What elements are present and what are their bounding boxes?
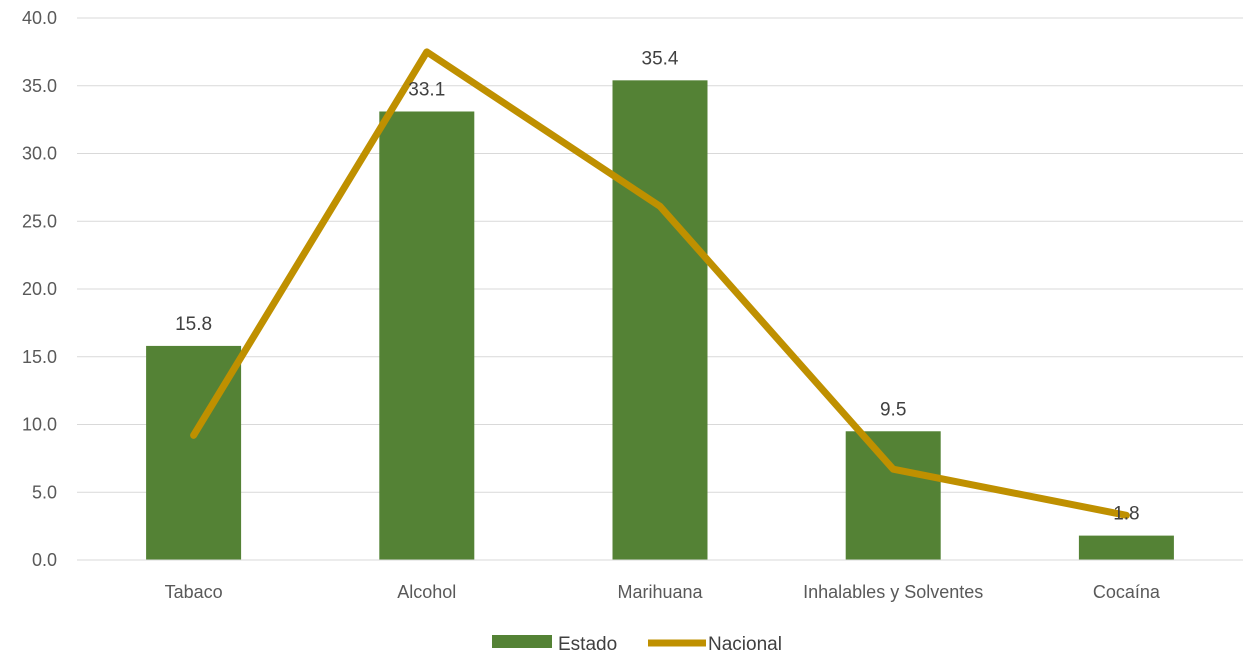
x-tick-label: Marihuana bbox=[617, 582, 703, 602]
y-tick-label: 35.0 bbox=[22, 76, 57, 96]
bar-series-estado bbox=[146, 80, 1174, 561]
data-label-estado: 35.4 bbox=[642, 48, 679, 69]
x-tick-label: Inhalables y Solventes bbox=[803, 582, 983, 602]
bar-estado bbox=[1078, 535, 1174, 560]
x-tick-label: Tabaco bbox=[165, 582, 223, 602]
y-tick-label: 5.0 bbox=[32, 482, 57, 502]
y-tick-label: 40.0 bbox=[22, 8, 57, 28]
x-tick-label: Cocaína bbox=[1093, 582, 1161, 602]
line-nacional bbox=[190, 48, 1130, 519]
data-labels: 15.8 33.1 35.4 9.5 1.8 bbox=[175, 48, 1140, 524]
legend-label-nacional: Nacional bbox=[708, 634, 782, 655]
data-label-estado: 9.5 bbox=[880, 399, 906, 420]
data-label-estado: 1.8 bbox=[1113, 504, 1139, 525]
line-series-nacional bbox=[190, 48, 1130, 519]
legend-swatch-estado bbox=[492, 635, 552, 648]
data-label-estado: 15.8 bbox=[175, 314, 212, 335]
bar-estado bbox=[845, 431, 941, 560]
y-tick-label: 25.0 bbox=[22, 211, 57, 231]
bar-estado bbox=[612, 80, 708, 560]
x-tick-label: Alcohol bbox=[397, 582, 456, 602]
y-axis: 0.0 5.0 10.0 15.0 20.0 25.0 30.0 35.0 40.0 bbox=[22, 8, 57, 570]
y-tick-label: 20.0 bbox=[22, 279, 57, 299]
y-tick-label: 30.0 bbox=[22, 144, 57, 164]
legend-label-estado: Estado bbox=[558, 634, 617, 655]
legend: Estado Nacional bbox=[492, 634, 782, 655]
y-tick-label: 10.0 bbox=[22, 415, 57, 435]
y-tick-label: 0.0 bbox=[32, 550, 57, 570]
y-tick-label: 15.0 bbox=[22, 347, 57, 367]
bar-estado bbox=[379, 111, 475, 561]
data-label-estado: 33.1 bbox=[408, 79, 445, 100]
x-axis: Tabaco Alcohol Marihuana Inhalables y Solve… bbox=[77, 559, 1243, 602]
